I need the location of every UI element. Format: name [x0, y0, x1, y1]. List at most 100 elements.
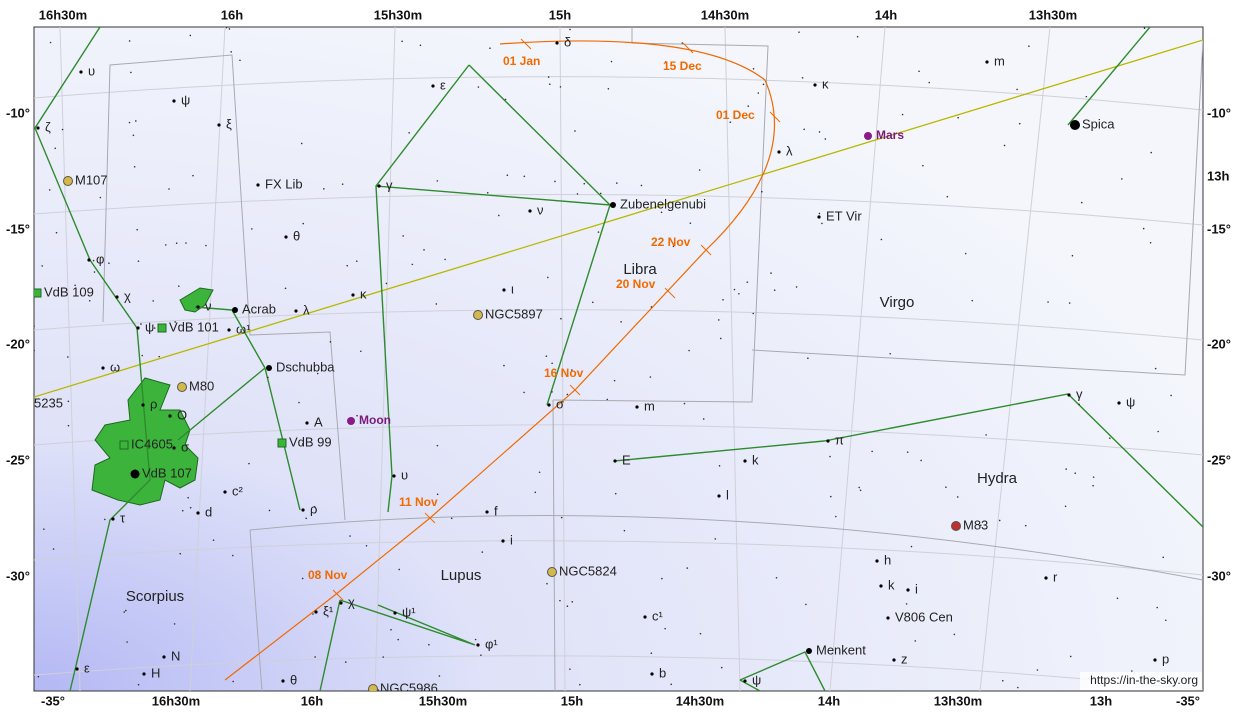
dec-label: -30° [6, 568, 30, 583]
faint-star [664, 627, 666, 630]
globular-cluster [177, 382, 187, 392]
faint-star [232, 680, 234, 683]
faint-star [613, 379, 616, 382]
faint-star [824, 138, 827, 140]
faint-star [130, 71, 132, 74]
deep-sky-label: M107 [75, 172, 108, 187]
faint-star [503, 364, 505, 367]
faint-star [316, 372, 319, 375]
faint-star [300, 142, 303, 145]
faint-star [980, 524, 982, 526]
faint-star [746, 281, 749, 283]
faint-star [1142, 227, 1145, 230]
faint-star [910, 545, 913, 548]
star-label: k [888, 577, 895, 592]
star [892, 658, 896, 662]
faint-star [650, 652, 653, 655]
nebula [277, 438, 287, 448]
faint-star [174, 321, 176, 323]
star [281, 679, 285, 683]
faint-star [52, 548, 55, 550]
faint-star [922, 164, 924, 167]
faint-star [486, 191, 489, 194]
faint-star [747, 105, 750, 107]
faint-star [559, 86, 562, 88]
faint-star [298, 401, 300, 404]
star [392, 474, 396, 478]
star-label: f [494, 503, 498, 518]
star-label: m [644, 398, 655, 413]
star [314, 610, 318, 614]
faint-star [1018, 122, 1021, 125]
star-label: ω [110, 359, 120, 374]
faint-star [192, 174, 194, 177]
dec-label: 13h [1207, 168, 1229, 183]
star [743, 679, 747, 683]
star-label: λ [786, 143, 793, 158]
star-label: ψ¹ [402, 604, 416, 619]
star [431, 84, 435, 88]
faint-star [1092, 476, 1095, 478]
ra-label: 16h30m [152, 693, 200, 708]
faint-star [173, 623, 176, 625]
star [301, 508, 305, 512]
star [101, 366, 105, 370]
faint-star [1047, 301, 1049, 303]
faint-star [397, 638, 400, 641]
faint-star [314, 656, 316, 658]
star [305, 421, 309, 425]
star [266, 365, 272, 371]
comet-tick [664, 287, 676, 299]
faint-star [344, 661, 347, 663]
comet-tick [769, 111, 781, 123]
deep-sky-label: NGC5897 [485, 306, 543, 321]
star [168, 414, 172, 418]
comet-date: 20 Nov [616, 277, 656, 291]
faint-star [268, 509, 271, 512]
faint-star [752, 312, 754, 315]
faint-star [436, 493, 439, 496]
star [1067, 393, 1071, 397]
deep-sky-label: VdB 99 [289, 434, 332, 449]
ra-label: 15h30m [419, 693, 467, 708]
star [555, 41, 559, 45]
ra-label: 14h30m [676, 693, 724, 708]
faint-star [574, 130, 576, 132]
faint-star [301, 443, 304, 445]
faint-star [576, 193, 579, 195]
star-label: γ [386, 177, 393, 192]
map-area [33, 26, 1204, 692]
comet-date: 01 Jan [503, 54, 540, 68]
faint-star [423, 249, 425, 251]
star [1117, 401, 1121, 405]
star-label: π [835, 432, 844, 447]
star [172, 99, 176, 103]
faint-star [964, 252, 967, 255]
faint-star [382, 656, 385, 658]
faint-star [523, 175, 526, 178]
faint-star [74, 284, 76, 287]
faint-star [444, 258, 446, 261]
star-label: d [205, 504, 212, 519]
faint-star [267, 376, 269, 379]
planet-dot [864, 132, 872, 140]
faint-star [141, 354, 144, 357]
star [223, 490, 227, 494]
star [501, 539, 505, 543]
comet-tick [332, 589, 344, 601]
faint-star [762, 83, 765, 86]
faint-star [489, 47, 491, 49]
star [227, 328, 231, 332]
comet-tick [569, 384, 581, 396]
faint-star [251, 228, 253, 230]
faint-star [733, 288, 736, 291]
faint-star [548, 83, 551, 86]
faint-star [228, 28, 231, 30]
dec-label: -25° [1207, 452, 1231, 467]
star-label: i [915, 581, 918, 596]
star [613, 459, 617, 463]
star-label: φ [96, 251, 104, 266]
star-label: λ [303, 302, 310, 317]
star [351, 293, 355, 297]
